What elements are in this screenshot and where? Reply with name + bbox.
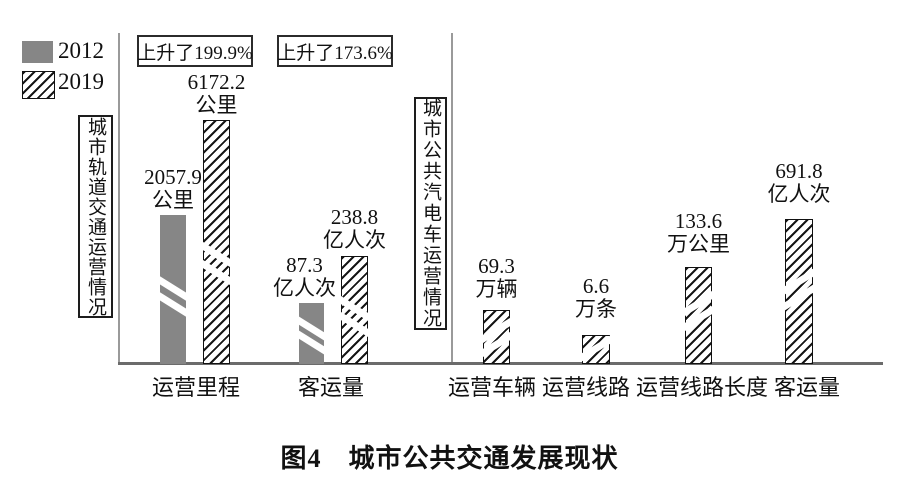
y-axis-right: [451, 33, 453, 364]
legend-label-2012: 2012: [58, 38, 104, 63]
x-axis-label: 客运量: [297, 375, 365, 400]
bar-value-label: 6172.2 公里: [187, 70, 246, 117]
bar-value-label: 2057.9 公里: [144, 165, 202, 212]
bar-value-label: 87.3 亿人次: [273, 253, 336, 300]
x-axis-label: 运营线路长度: [635, 375, 769, 400]
annotation-rise-rail: 上升了199.9%: [137, 35, 253, 67]
x-axis-label: 运营里程: [151, 375, 241, 400]
x-axis-label: 运营线路: [541, 375, 631, 400]
axis-break-mark: [578, 335, 614, 362]
legend-swatch-2012: [22, 41, 53, 63]
bar-value-label: 133.6 万公里: [667, 209, 730, 256]
bar-2012-运营里程: [155, 215, 191, 364]
bar-value-label: 6.6 万条: [575, 274, 617, 321]
bar-value-label: 238.8 亿人次: [323, 205, 386, 252]
y-axis-left: [118, 33, 120, 364]
bar-2019-运营线路长度: [680, 267, 717, 364]
legend-swatch-2019: [22, 71, 55, 99]
bar-2019-运营线路: [578, 335, 614, 364]
annotation-rise-passenger: 上升了173.6%: [277, 35, 393, 67]
bar-2019-运营车辆: [478, 310, 515, 364]
legend-label-2019: 2019: [58, 69, 104, 94]
section-label-bus: 城市公共汽电车运营情况: [414, 97, 447, 330]
figure-title: 图4 城市公共交通发展现状: [280, 444, 619, 473]
bar-2019-客运量: [336, 256, 373, 364]
section-label-rail-transit: 城市轨道交通运营情况: [78, 115, 113, 318]
x-axis-label: 运营车辆: [447, 375, 537, 400]
bar-2012-客运量: [293, 303, 330, 364]
bar-value-label: 69.3 万辆: [475, 254, 518, 301]
bar-2019-运营里程: [198, 120, 235, 364]
x-axis-label: 客运量: [773, 375, 841, 400]
bar-2019-客运量: [781, 219, 817, 364]
bar-value-label: 691.8 亿人次: [767, 159, 831, 206]
